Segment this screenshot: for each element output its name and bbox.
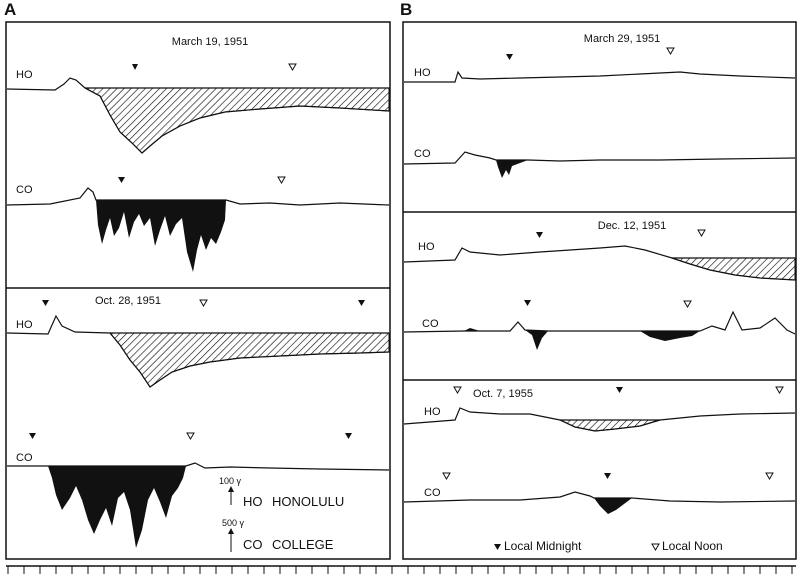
co-station-abbr: CO [243,537,263,552]
ho-trace [6,77,390,154]
midnight-marker [536,232,543,238]
event-date-b3: Oct. 7, 1955 [473,388,533,400]
ho-trace [403,407,796,432]
station-label-co: CO [16,184,33,196]
noon-marker [683,300,692,308]
station-label-co: CO [16,452,33,464]
ho-station-name: HONOLULU [272,494,344,509]
co-station-name: COLLEGE [272,537,334,552]
co-disturbance-area [640,331,700,341]
co-trace [403,151,796,165]
ho-trace [403,245,796,281]
co-disturbance-area [48,466,186,548]
panel-label-b: B [400,0,412,19]
ho-trace [404,70,796,83]
station-label-ho: HO [16,319,33,331]
noon-marker [442,472,451,480]
noon-marker [277,176,286,184]
co-scale: 500 γ [222,518,245,528]
noon-marker [199,299,208,307]
event-date-a1: March 19, 1951 [172,36,248,48]
co-trace [6,187,390,206]
panel-label-a: A [4,0,16,19]
station-label-co: CO [424,487,441,499]
legend-midnight-icon [494,544,501,550]
panel-b-frame [402,21,797,560]
midnight-marker [524,300,531,306]
noon-marker [453,386,462,394]
midnight-marker [345,433,352,439]
noon-marker [288,63,297,71]
midnight-marker [616,387,623,393]
midnight-marker [604,473,611,479]
ho-disturbance-area [84,87,390,154]
event-date-a2: Oct. 28, 1951 [95,295,161,307]
co-trace [403,310,796,335]
midnight-marker [132,64,138,70]
co-disturbance-area [464,328,480,331]
legend-midnight-label: Local Midnight [504,539,582,553]
midnight-marker [358,300,365,306]
event-date-b1: March 29, 1951 [584,33,660,45]
station-label-ho: HO [16,69,33,81]
ho-station-abbr: HO [243,494,263,509]
co-scale-arrow-icon [228,528,234,534]
station-label-ho: HO [424,406,441,418]
co-trace [7,462,390,471]
panel-a-frame [5,21,391,560]
noon-marker [666,47,675,55]
ho-scale: 100 γ [219,476,242,486]
midnight-marker [506,54,513,60]
legend-noon-icon [651,543,660,551]
co-disturbance-area [96,200,226,272]
co-disturbance-area [525,330,548,350]
station-label-ho: HO [418,241,435,253]
noon-marker [697,229,706,237]
noon-marker [765,472,774,480]
event-date-b2: Dec. 12, 1951 [598,220,667,232]
ho-disturbance-area [671,257,796,281]
time-axis-ticks [7,566,793,574]
co-disturbance-area [594,498,632,514]
noon-marker [775,386,784,394]
co-trace [403,491,796,503]
noon-marker [186,432,195,440]
legend-noon-label: Local Noon [662,539,723,553]
co-disturbance-area [496,160,528,178]
ho-disturbance-area [108,332,390,388]
station-label-ho: HO [414,67,431,79]
midnight-marker [29,433,36,439]
station-label-co: CO [414,148,431,160]
station-label-co: CO [422,318,439,330]
ho-trace [6,314,390,388]
midnight-marker [42,300,49,306]
ho-scale-arrow-icon [228,486,234,492]
midnight-marker [118,177,125,183]
